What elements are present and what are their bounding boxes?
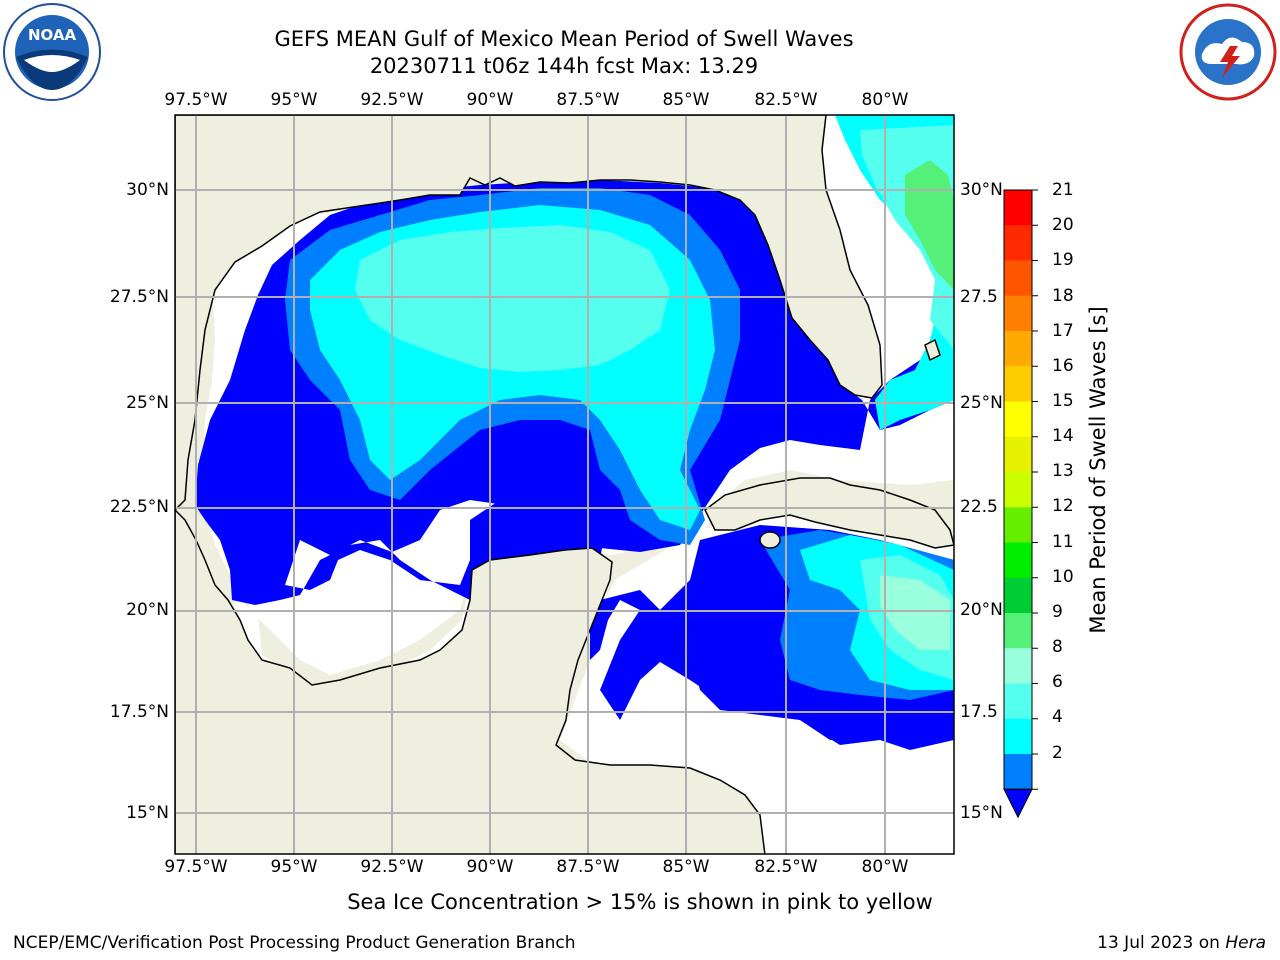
lon-label-top: 85°W [662, 90, 710, 110]
lat-label-left: 22.5°N [109, 497, 169, 517]
land-masses [175, 115, 954, 854]
colorbar-tick: 9 [1052, 602, 1063, 622]
colorbar-tick: 17 [1052, 321, 1074, 341]
colorbar-segment [1004, 331, 1032, 367]
swell-field [175, 115, 954, 854]
colorbar-tick: 15 [1052, 391, 1074, 411]
colorbar-segment [1004, 718, 1032, 755]
colorbar-tick: 6 [1052, 672, 1063, 692]
colorbar-tick: 19 [1052, 250, 1074, 270]
colorbar-tick: 11 [1052, 532, 1074, 552]
lat-label-right: 20°N [960, 600, 1003, 620]
noaa-logo-text: NOAA [28, 26, 77, 44]
colorbar-segment [1004, 754, 1032, 790]
lat-label-left: 20°N [126, 600, 169, 620]
colorbar-tick: 14 [1052, 426, 1074, 446]
lon-label-top: 90°W [466, 90, 514, 110]
colorbar-extend-arrow [1003, 788, 1033, 819]
colorbar-segment [1004, 577, 1032, 614]
colorbar-frame [1003, 189, 1033, 790]
colorbar-segment [1004, 225, 1032, 261]
colorbar-segment [1004, 401, 1032, 438]
colorbar-segment [1004, 436, 1032, 473]
colorbar-label: Mean Period of Swell Waves [s] [1086, 306, 1110, 634]
lon-label-bottom: 87.5°W [556, 857, 620, 877]
colorbar-tick: 20 [1052, 215, 1074, 235]
colorbar-tick: 13 [1052, 461, 1074, 481]
sea-ice-note: Sea Ice Concentration > 15% is shown in … [347, 890, 933, 914]
gridlines [175, 115, 954, 854]
lat-label-left: 30°N [126, 180, 169, 200]
lon-label-bottom: 95°W [270, 857, 318, 877]
sea-ice-note-wrap: Sea Ice Concentration > 15% is shown in … [0, 890, 1280, 914]
noaa-logo-icon: NOAA [2, 2, 102, 102]
lon-label-top: 87.5°W [556, 90, 620, 110]
colorbar-tick: 16 [1052, 356, 1074, 376]
lon-label-top: 95°W [270, 90, 318, 110]
colorbar-tick: 2 [1052, 743, 1063, 763]
lon-label-top: 97.5°W [164, 90, 228, 110]
colorbar-segment [1004, 507, 1032, 543]
colorbar-segment [1004, 260, 1032, 297]
lat-label-right: 30°N [960, 180, 1003, 200]
colorbar-tick: 12 [1052, 496, 1074, 516]
colorbar-segment [1004, 613, 1032, 649]
chart-title: GEFS MEAN Gulf of Mexico Mean Period of … [274, 27, 854, 51]
lon-label-bottom: 90°W [466, 857, 514, 877]
colorbar-segment [1004, 648, 1032, 684]
colorbar-segment [1004, 366, 1032, 402]
lat-label-right: 15°N [960, 803, 1003, 823]
lon-label-top: 92.5°W [360, 90, 424, 110]
colorbar-segment [1004, 542, 1032, 579]
map-frame [174, 114, 955, 855]
lat-label-left: 17.5°N [109, 702, 169, 722]
colorbar-segment [1004, 472, 1032, 508]
lon-label-top: 80°W [861, 90, 909, 110]
lat-label-right: 22.5 [960, 497, 998, 517]
colorbar-tick: 4 [1052, 707, 1063, 727]
lat-label-right: 25°N [960, 393, 1003, 413]
lat-label-right: 17.5 [960, 702, 998, 722]
lat-label-left: 25°N [126, 393, 169, 413]
lat-label-left: 15°N [126, 803, 169, 823]
colorbar [1003, 189, 1038, 819]
colorbar-tick: 10 [1052, 567, 1074, 587]
footer-date: 13 Jul 2023 on Hera [1097, 933, 1266, 953]
chart-subtitle: 20230711 t06z 144h fcst Max: 13.29 [369, 54, 759, 78]
colorbar-tick: 8 [1052, 637, 1063, 657]
footer-machine: Hera [1225, 933, 1266, 953]
nws-logo-icon [1178, 2, 1278, 102]
lon-label-bottom: 92.5°W [360, 857, 424, 877]
lon-label-bottom: 80°W [861, 857, 909, 877]
footer-date-text: 13 Jul 2023 on [1097, 933, 1226, 953]
lat-label-right: 27.5 [960, 287, 998, 307]
colorbar-segment [1004, 295, 1032, 332]
lat-label-left: 27.5°N [109, 287, 169, 307]
lon-label-top: 82.5°W [754, 90, 818, 110]
lon-label-bottom: 82.5°W [754, 857, 818, 877]
colorbar-segment [1004, 683, 1032, 720]
footer-credit: NCEP/EMC/Verification Post Processing Pr… [13, 933, 576, 953]
lon-label-bottom: 85°W [662, 857, 710, 877]
lon-label-bottom: 97.5°W [164, 857, 228, 877]
colorbar-tick: 18 [1052, 286, 1074, 306]
colorbar-tick: 21 [1052, 180, 1074, 200]
colorbar-segment [1004, 190, 1032, 226]
